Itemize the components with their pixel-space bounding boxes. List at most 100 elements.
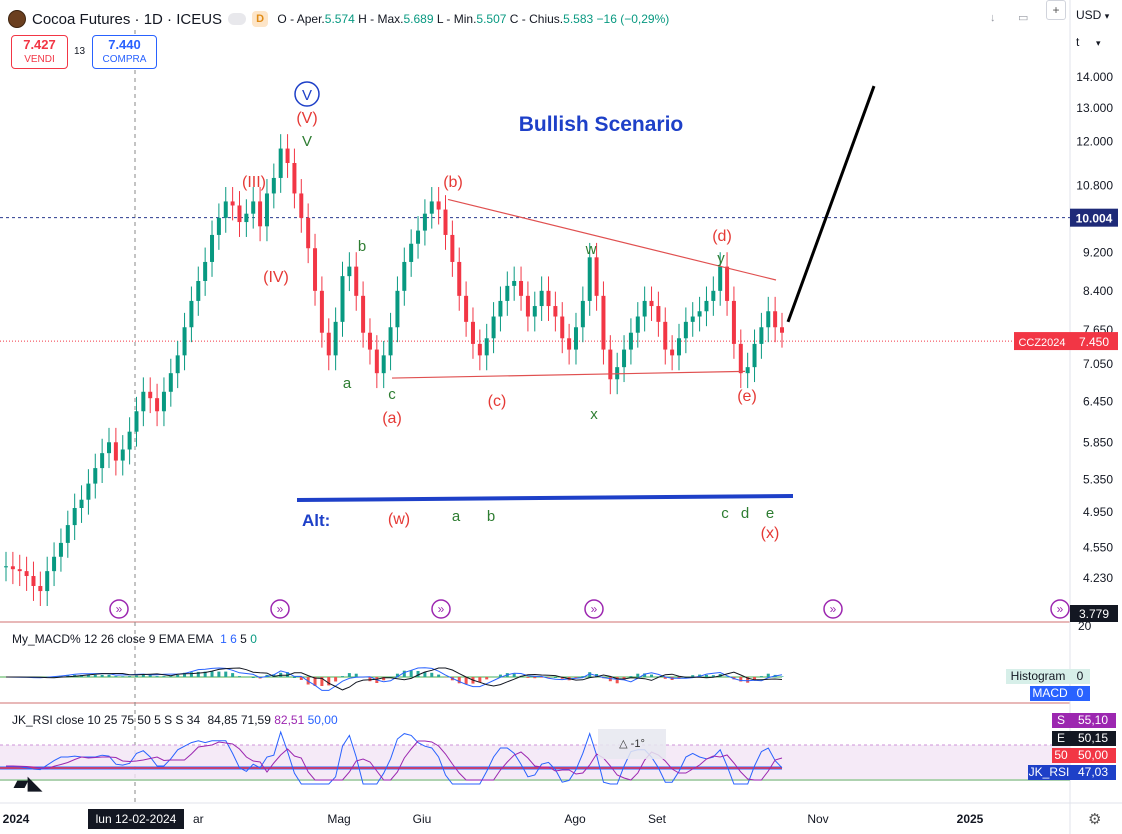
candle-body-10 [72,507,77,526]
currency-select[interactable]: USD ▾ [1076,8,1116,28]
histogram-tag-label: Histogram [1011,669,1066,683]
buy-button[interactable]: 7.440 COMPRA [92,35,157,69]
sell-button[interactable]: 7.427 VENDI [11,35,68,69]
macd-bar-94 [650,674,654,677]
candle-body-75 [519,280,524,296]
rsi-param-3: 82,51 [274,713,305,727]
rsi-title[interactable]: JK_RSI close 10 25 75 50 5 S S 34 84,85 … [12,713,338,727]
alt-w-label: (w) [388,511,410,528]
candle-body-79 [546,290,551,307]
macd-bar-70 [485,677,489,680]
histogram-value-bg [1070,669,1090,684]
macd-bar-61 [423,671,427,677]
macd-bar-58 [402,670,406,677]
cocoa-logo-icon [8,10,26,28]
macd-bar-79 [547,677,551,678]
macd-bar-39 [272,674,276,677]
price-tick-1: 13.000 [1076,101,1113,115]
eye-toggle-icon[interactable] [228,13,247,25]
wave-c-label: c [388,386,396,403]
time-tick-1: Mag [327,812,350,826]
rsi-tag-rsi-value-bg [1070,765,1116,780]
chart-title: Bullish Scenario [519,113,684,136]
rsi-tag-rsi-label: JK_RSI [1029,765,1070,779]
macd-bar-41 [286,672,290,677]
projection-line [786,85,876,323]
macd-bar-43 [299,677,303,680]
wave-a-label: a [343,375,352,392]
candle-body-81 [560,316,565,339]
rsi-tag-s-value: 55,10 [1078,713,1108,727]
candle-body-107 [738,343,743,374]
macd-title[interactable]: My_MACD% 12 26 close 9 EMA EMA 1 6 5 0 [12,632,257,646]
low-tag-bg [1070,605,1118,622]
open-value: 5.574 [324,12,355,26]
crosshair-date-text: lun 12-02-2024 [96,812,177,826]
alt-label: Alt: [302,511,330,530]
macd-line [5,667,783,691]
rsi-param-2: 71,59 [240,713,271,727]
macd-bar-29 [203,671,207,677]
macd-bar-50 [347,673,351,677]
scroll-down-icon[interactable]: ↓ [990,12,996,24]
macd-bar-83 [574,677,578,679]
pane-maximize-icon[interactable]: ▭ [1018,12,1029,24]
macd-bar-26 [183,672,187,677]
candle-body-1 [10,566,15,570]
macd-bar-34 [237,676,241,677]
delayed-data-badge[interactable]: D [252,11,269,27]
macd-bar-18 [128,676,132,677]
wave-a-paren-label: (a) [382,410,402,427]
wave-big-v-label: (V) [296,110,317,127]
spread-value: 13 [74,46,86,57]
price-tick-11: 4.950 [1083,505,1113,519]
candle-body-42 [292,162,297,194]
macd-bar-25 [176,674,180,677]
macd-bar-95 [656,676,660,677]
candle-body-73 [505,285,510,301]
chart-header: Cocoa Futures · 1D · ICEUS D O - Aper.5.… [8,8,669,30]
candle-body-87 [601,295,606,350]
rsi-tag-rsi-value: 47,03 [1078,765,1108,779]
rsi-param-4: 50,00 [307,713,338,727]
symbol-title[interactable]: Cocoa Futures · 1D · ICEUS [32,10,223,28]
macd-bar-109 [753,677,757,680]
candle-body-28 [196,280,201,301]
macd-bar-101 [698,674,702,677]
candle-body-88 [608,349,613,380]
buy-label: COMPRA [102,54,147,65]
symbol-tag-bg [1014,332,1070,351]
macd-tag-bg [1030,686,1070,701]
candle-body-69 [477,343,482,356]
macd-bar-62 [430,672,434,677]
add-pane-button[interactable]: + [1046,0,1066,20]
candle-body-53 [367,332,372,350]
time-tick-mar-partial: ar [193,812,204,826]
settings-gear-icon[interactable]: ⚙ [1088,811,1102,828]
time-tick-4: Set [648,812,667,826]
rsi-overlay-badge[interactable]: △ -1° [598,729,666,759]
chevron-down-icon: ▾ [1096,38,1101,48]
wave-c-paren-label: (c) [488,393,507,410]
candle-body-91 [628,332,633,350]
macd-bar-23 [162,676,166,677]
wave-b-paren-label: (b) [443,174,463,191]
macd-value-bg [1070,686,1090,701]
rsi-param-1: 84,85 [207,713,238,727]
unit-select[interactable]: t ▾ [1076,35,1116,55]
macd-bar-81 [560,677,564,679]
wave-y-label: y [717,250,725,267]
rsi-tag-e-label: E [1057,731,1065,745]
rsi-overlay-value: -1° [630,738,645,750]
time-tick-5: Nov [807,812,828,826]
time-tick-0: 2024 [3,812,30,826]
event-marker-icon-3: » [591,602,598,616]
candle-body-77 [532,306,537,317]
candle-body-56 [388,327,393,356]
low-label: L - Min. [436,12,477,26]
macd-bar-9 [66,674,70,677]
candle-body-15 [107,442,112,454]
candle-body-46 [319,290,324,333]
